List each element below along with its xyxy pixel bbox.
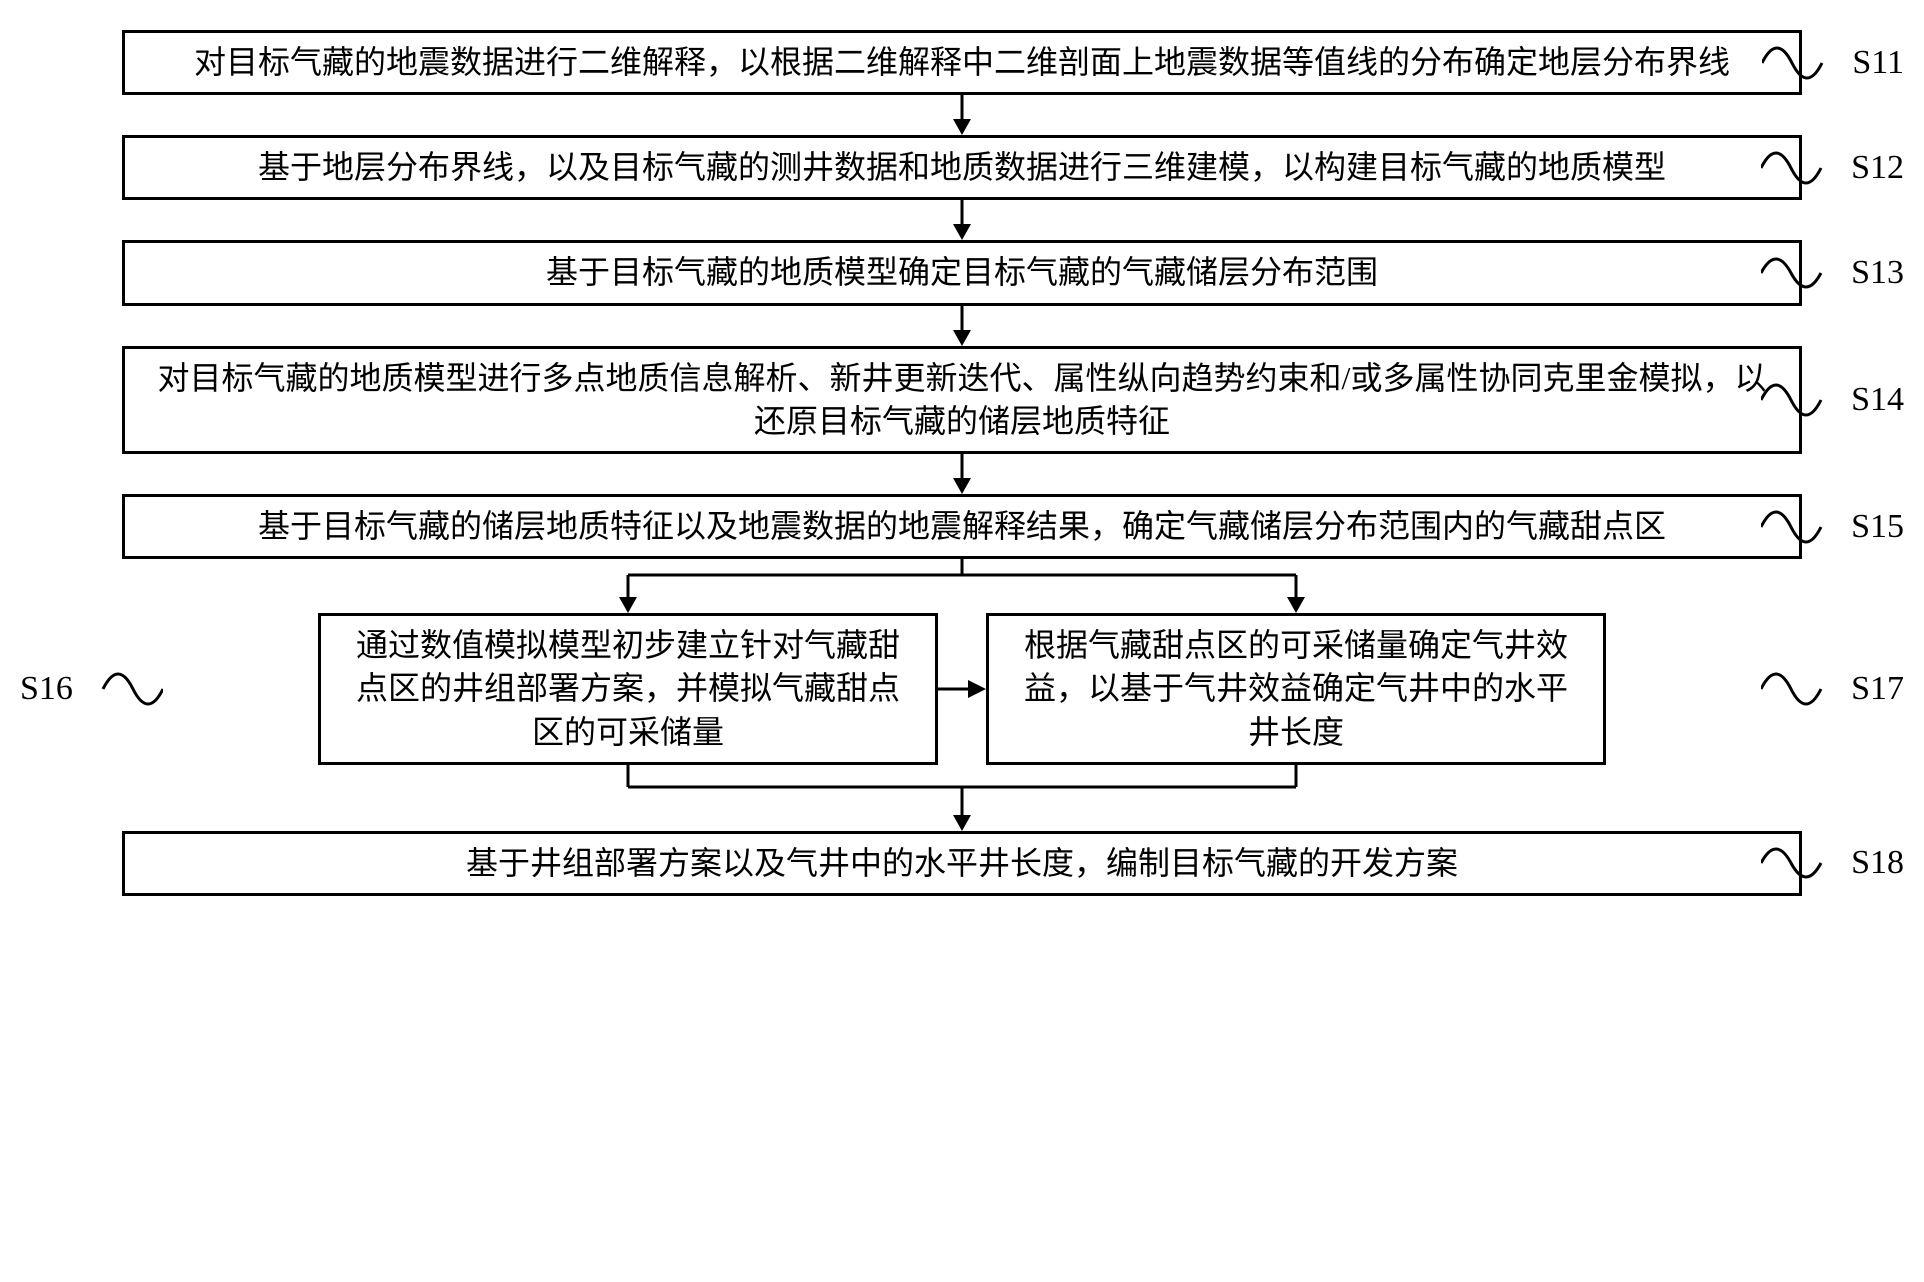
step-box-s12: 基于地层分布界线，以及目标气藏的测井数据和地质数据进行三维建模，以构建目标气藏的…: [122, 135, 1802, 200]
step-box-s11: 对目标气藏的地震数据进行二维解释，以根据二维解释中二维剖面上地震数据等值线的分布…: [122, 30, 1802, 95]
row-s18: 基于井组部署方案以及气井中的水平井长度，编制目标气藏的开发方案 S18: [30, 831, 1894, 896]
step-label-s13: S13: [1761, 240, 1904, 305]
arrow-s13-s14: [30, 306, 1894, 346]
merge-connector: [30, 765, 1894, 831]
split-connector: [30, 559, 1894, 613]
step-label-s14: S14: [1761, 346, 1904, 454]
step-label-s17: S17: [1761, 613, 1904, 765]
step-label-s18: S18: [1761, 831, 1904, 896]
arrow-s14-s15: [30, 454, 1894, 494]
arrow-s12-s13: [30, 200, 1894, 240]
step-label-s12: S12: [1761, 135, 1904, 200]
row-s14: 对目标气藏的地质模型进行多点地质信息解析、新井更新迭代、属性纵向趋势约束和/或多…: [30, 346, 1894, 454]
arrow-s11-s12: [30, 95, 1894, 135]
step-label-s16: S16: [20, 613, 163, 765]
row-s13: 基于目标气藏的地质模型确定目标气藏的气藏储层分布范围 S13: [30, 240, 1894, 305]
step-box-s17: 根据气藏甜点区的可采储量确定气井效益，以基于气井效益确定气井中的水平井长度: [986, 613, 1606, 765]
step-box-s14: 对目标气藏的地质模型进行多点地质信息解析、新井更新迭代、属性纵向趋势约束和/或多…: [122, 346, 1802, 454]
row-s16-s17: S16 通过数值模拟模型初步建立针对气藏甜点区的井组部署方案，并模拟气藏甜点区的…: [30, 613, 1894, 765]
label-text-s12: S12: [1851, 149, 1904, 187]
label-text-s14: S14: [1851, 381, 1904, 419]
step-label-s15: S15: [1761, 494, 1904, 559]
label-text-s18: S18: [1851, 844, 1904, 882]
step-box-s13: 基于目标气藏的地质模型确定目标气藏的气藏储层分布范围: [122, 240, 1802, 305]
label-text-s11: S11: [1852, 44, 1904, 82]
step-box-s16: 通过数值模拟模型初步建立针对气藏甜点区的井组部署方案，并模拟气藏甜点区的可采储量: [318, 613, 938, 765]
label-text-s16: S16: [20, 670, 73, 708]
arrow-s16-s17: [938, 613, 986, 765]
label-text-s17: S17: [1851, 670, 1904, 708]
flowchart-root: 对目标气藏的地震数据进行二维解释，以根据二维解释中二维剖面上地震数据等值线的分布…: [30, 30, 1894, 896]
step-box-s15: 基于目标气藏的储层地质特征以及地震数据的地震解释结果，确定气藏储层分布范围内的气…: [122, 494, 1802, 559]
label-text-s15: S15: [1851, 508, 1904, 546]
label-text-s13: S13: [1851, 254, 1904, 292]
step-label-s11: S11: [1762, 30, 1904, 95]
row-s12: 基于地层分布界线，以及目标气藏的测井数据和地质数据进行三维建模，以构建目标气藏的…: [30, 135, 1894, 200]
row-s11: 对目标气藏的地震数据进行二维解释，以根据二维解释中二维剖面上地震数据等值线的分布…: [30, 30, 1894, 95]
step-box-s18: 基于井组部署方案以及气井中的水平井长度，编制目标气藏的开发方案: [122, 831, 1802, 896]
row-s15: 基于目标气藏的储层地质特征以及地震数据的地震解释结果，确定气藏储层分布范围内的气…: [30, 494, 1894, 559]
